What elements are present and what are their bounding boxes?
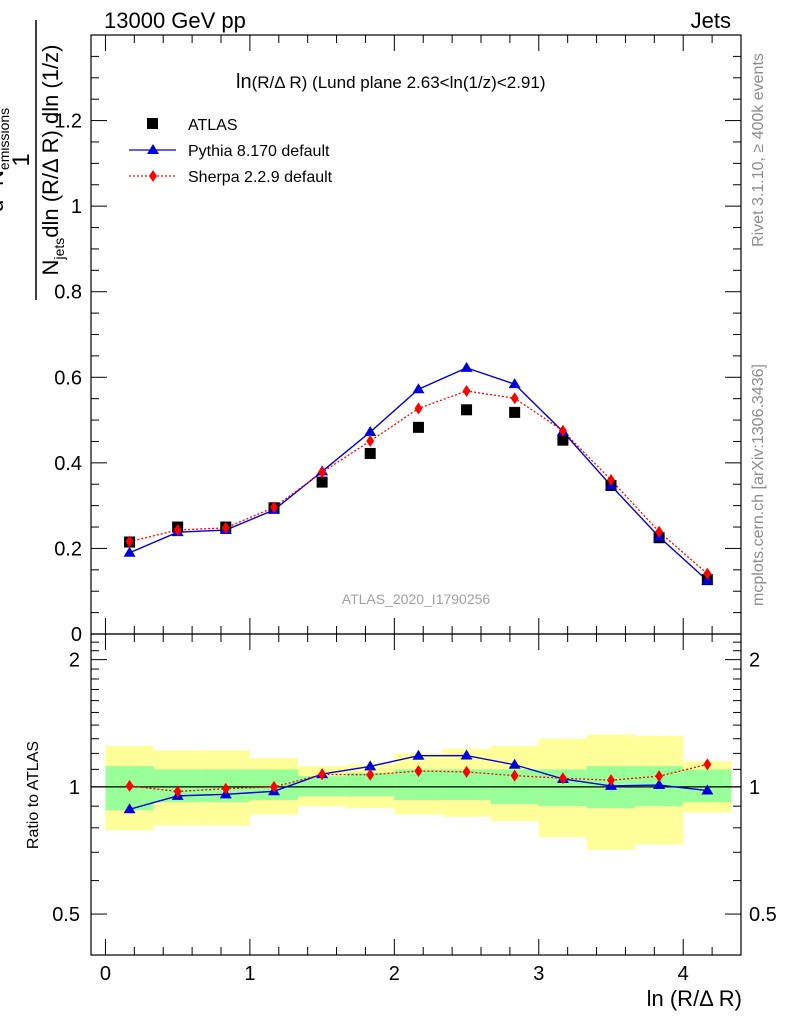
pythia-point (412, 383, 425, 394)
legend-atlas-label: ATLAS (188, 117, 238, 134)
main-y-tick-label: 0.4 (54, 453, 82, 475)
sherpa-point (703, 567, 712, 580)
sherpa-ratio-point (558, 772, 567, 785)
atlas-point (509, 406, 521, 418)
x-tick-label: 3 (533, 963, 544, 985)
pythia-ratio-point (364, 760, 377, 771)
sherpa-point (655, 525, 664, 538)
ratio-y-tick-label-left: 0.5 (52, 904, 80, 926)
plot-title: ln(R/Δ R) (Lund plane 2.63<ln(1/z)<2.91) (236, 71, 546, 93)
y-label-den-rest: dln (R/Δ R) dln (1/z) (38, 45, 63, 238)
inner-band-bin (346, 772, 395, 797)
legend-pythia-marker (147, 144, 159, 154)
x-tick-label: 2 (389, 963, 400, 985)
analysis-watermark: ATLAS_2020_I1790256 (342, 591, 491, 607)
main-y-tick-label: 1 (71, 196, 82, 218)
pythia-ratio-point (412, 749, 425, 760)
axis-ticks: 0 1 2 3 4 0 0.2 0.4 0.6 0.8 1 1.2 0.5 0.5 1 1 2 2 (52, 34, 777, 985)
x-tick-label: 4 (678, 963, 689, 985)
legend-pythia-label: Pythia 8.170 default (188, 143, 330, 160)
sherpa-ratio-point (462, 765, 471, 778)
main-y-axis-label: 1 d2 Nemissions Njetsdln (R/Δ R) dln (1/… (0, 20, 67, 300)
sherpa-ratio-point (414, 765, 423, 778)
legend: ATLAS Pythia 8.170 default Sherpa 2.2.9 … (129, 117, 333, 186)
plot-title-selection: (Lund plane 2.63<ln(1/z)<2.91) (307, 73, 545, 92)
sherpa-point (221, 521, 230, 534)
pythia-ratio-point (123, 803, 136, 814)
sherpa-point (125, 535, 134, 548)
main-y-tick-label: 0.2 (54, 538, 82, 560)
sherpa-ratio-point (655, 770, 664, 783)
plot-title-variable: (R/Δ R) (252, 73, 308, 92)
pythia-point (364, 426, 377, 437)
data-series (123, 361, 714, 814)
sherpa-ratio-point (125, 779, 134, 792)
y-label-denominator: Njetsdln (R/Δ R) dln (1/z) (38, 45, 67, 276)
pythia-point (460, 361, 473, 372)
y-label-numerator: d2 Nemissions (0, 108, 12, 212)
sherpa-ratio-point (703, 758, 712, 771)
x-axis-label: ln (R/Δ R) (647, 986, 742, 1011)
ratio-y-axis-label: Ratio to ATLAS (25, 741, 42, 849)
legend-sherpa-marker (149, 170, 157, 182)
ratio-y-tick-label-right: 2 (749, 650, 760, 672)
atlas-point (364, 447, 376, 459)
pythia-point (123, 546, 136, 557)
sherpa-point (510, 392, 519, 405)
y-label-d: d (0, 200, 8, 212)
sherpa-ratio-point (607, 774, 615, 787)
atlas-point (461, 404, 473, 416)
sherpa-ratio-point (318, 768, 327, 781)
atlas-point (316, 476, 328, 488)
x-tick-label: 0 (100, 963, 111, 985)
pythia-line (129, 367, 708, 582)
y-label-numerator-one: 1 (8, 153, 35, 166)
pythia-ratio-point (460, 749, 473, 760)
sherpa-point (366, 435, 375, 448)
header-energy-label: 13000 GeV pp (104, 8, 246, 33)
rivet-version-label: Rivet 3.1.10, ≥ 400k events (750, 53, 767, 247)
main-y-tick-label: 0.6 (54, 367, 82, 389)
x-tick-label: 1 (244, 963, 255, 985)
inner-band-bin (297, 776, 347, 797)
atlas-point (557, 434, 569, 446)
sherpa-point (173, 524, 182, 537)
sherpa-point (318, 466, 327, 479)
pythia-ratio-point (508, 758, 521, 769)
main-y-tick-label: 0 (71, 624, 82, 646)
ratio-y-tick-label-left: 1 (69, 777, 80, 799)
ratio-y-tick-label-right: 0.5 (749, 904, 777, 926)
y-label-den-n: N (38, 260, 63, 276)
main-y-tick-label: 1.2 (54, 111, 82, 133)
sherpa-point (414, 402, 423, 415)
legend-sherpa-label: Sherpa 2.2.9 default (188, 169, 333, 186)
y-label-n: N (0, 170, 8, 192)
mcplots-label: mcplots.cern.ch [arXiv:1306.3436] (750, 364, 767, 606)
sherpa-point (462, 384, 471, 397)
pythia-ratio-point (653, 779, 666, 790)
sherpa-line (129, 390, 708, 575)
sherpa-ratio-point (366, 768, 375, 781)
sherpa-point (270, 501, 279, 514)
pythia-point (508, 378, 521, 389)
sherpa-ratio-point (221, 782, 230, 795)
ratio-y-tick-label-right: 1 (749, 777, 760, 799)
y-label-emissions: emissions (0, 108, 12, 170)
sherpa-point (607, 473, 615, 486)
sherpa-point (558, 424, 567, 437)
ratio-panel-frame (90, 633, 742, 956)
sherpa-ratio-point (173, 785, 182, 798)
ratio-y-tick-label-left: 2 (69, 650, 80, 672)
atlas-point (412, 421, 424, 433)
sherpa-ratio-point (270, 780, 279, 793)
pythia-ratio-point (701, 784, 714, 795)
sherpa-ratio-point (510, 769, 519, 782)
main-y-tick-label: 0.8 (54, 282, 82, 304)
legend-atlas-marker (147, 118, 158, 129)
header-process-label: Jets (691, 8, 731, 33)
plot-title-ln: ln (236, 71, 252, 93)
y-label-jets: jets (51, 238, 67, 261)
